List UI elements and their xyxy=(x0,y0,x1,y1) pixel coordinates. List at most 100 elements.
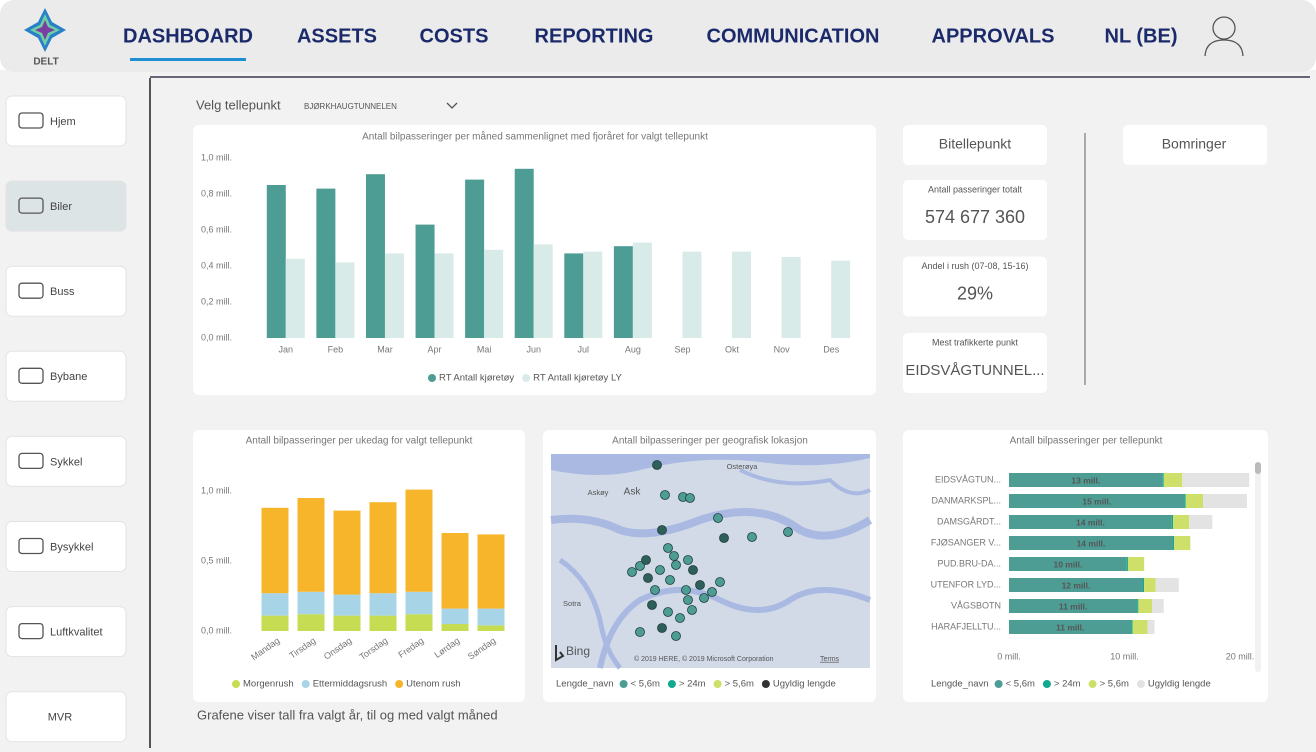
dropdown-chevron[interactable] xyxy=(446,102,458,109)
map-point[interactable] xyxy=(657,623,667,633)
bar-segment xyxy=(297,591,325,615)
map-point[interactable] xyxy=(688,565,698,575)
map-point[interactable] xyxy=(657,525,667,535)
map-point[interactable] xyxy=(683,595,693,605)
map-point[interactable] xyxy=(681,585,691,595)
map-point[interactable] xyxy=(635,561,645,571)
map-terms[interactable]: Terms xyxy=(820,656,840,663)
map-point[interactable] xyxy=(643,573,653,583)
data-label: 14 mill. xyxy=(1077,538,1106,548)
map-point[interactable] xyxy=(663,607,673,617)
sidebar-button[interactable] xyxy=(5,691,127,743)
map-point[interactable] xyxy=(699,593,709,603)
map-provider: Bing xyxy=(566,644,590,658)
legend-label: > 5,6m xyxy=(725,679,754,690)
toggle-label[interactable]: Bomringer xyxy=(1162,136,1227,152)
sidebar-button[interactable] xyxy=(5,265,127,317)
map-point[interactable] xyxy=(695,580,705,590)
header xyxy=(0,0,1316,72)
bar-segment xyxy=(1155,578,1179,592)
legend-marker xyxy=(1042,680,1051,688)
map-point[interactable] xyxy=(671,631,681,641)
nav-item[interactable]: COMMUNICATION xyxy=(707,25,880,47)
nav-item[interactable]: ASSETS xyxy=(297,25,377,47)
sidebar-label[interactable]: Biler xyxy=(50,201,72,213)
map-point[interactable] xyxy=(713,513,723,523)
map-point[interactable] xyxy=(647,600,657,610)
kpi-value: 29% xyxy=(957,283,993,303)
map-point[interactable] xyxy=(671,560,681,570)
bar-segment xyxy=(1173,515,1190,529)
legend-marker xyxy=(1088,680,1097,688)
map-point[interactable] xyxy=(650,585,660,595)
chart-title: Antall bilpasseringer per måned sammenli… xyxy=(362,131,708,143)
scrollbar[interactable] xyxy=(1255,462,1261,672)
map-copyright: © 2019 HERE, © 2019 Microsoft Corporatio… xyxy=(634,655,774,663)
map-point[interactable] xyxy=(627,567,637,577)
data-label: 11 mill. xyxy=(1056,622,1084,632)
sidebar-label[interactable]: Luftkvalitet xyxy=(50,627,103,639)
y-tick-label: 0,0 mill. xyxy=(201,332,232,342)
sidebar-label[interactable]: Bysykkel xyxy=(50,541,93,553)
sidebar-button[interactable] xyxy=(5,350,127,402)
bar-segment xyxy=(1142,578,1145,592)
bar-segment xyxy=(333,510,361,595)
map-point[interactable] xyxy=(719,533,729,543)
map-point[interactable] xyxy=(683,555,693,565)
dropdown-value[interactable]: BJØRKHAUGTUNNELEN xyxy=(304,102,397,111)
sidebar-button[interactable] xyxy=(5,606,127,658)
sidebar-label[interactable]: MVR xyxy=(48,712,73,724)
filter-label: Velg tellepunkt xyxy=(196,97,281,112)
x-tick-label: Okt xyxy=(725,344,740,354)
x-tick-label: 0 mill. xyxy=(997,651,1021,661)
bar-segment xyxy=(441,608,469,624)
bar-segment xyxy=(1138,599,1153,613)
bar-segment xyxy=(1126,557,1128,571)
legend-label: < 5,6m xyxy=(1006,679,1035,690)
nav-item[interactable]: REPORTING xyxy=(535,25,654,47)
data-label: 12 mill. xyxy=(1062,580,1091,590)
map-point[interactable] xyxy=(715,577,725,587)
bar-segment xyxy=(1152,599,1164,613)
x-tick-label: Mai xyxy=(477,344,492,354)
bar-segment xyxy=(1171,515,1174,529)
nav-item[interactable]: DASHBOARD xyxy=(123,25,253,47)
sidebar-button[interactable] xyxy=(5,435,127,487)
bar-segment xyxy=(1203,494,1247,508)
sidebar-label[interactable]: Hjem xyxy=(50,116,76,128)
map-point[interactable] xyxy=(783,527,793,537)
map-point[interactable] xyxy=(707,587,717,597)
dropdown[interactable] xyxy=(298,96,463,116)
map-point[interactable] xyxy=(665,575,675,585)
bar xyxy=(533,244,553,338)
sidebar-label[interactable]: Bybane xyxy=(50,371,87,383)
nav-item[interactable]: NL (BE) xyxy=(1105,25,1178,47)
nav-item[interactable]: APPROVALS xyxy=(932,25,1055,47)
y-tick-label: 0,6 mill. xyxy=(201,224,232,234)
toggle-label[interactable]: Bitellepunkt xyxy=(939,136,1011,152)
map-place: Osterøya xyxy=(727,462,759,471)
toggle-button[interactable] xyxy=(903,125,1047,165)
map-point[interactable] xyxy=(685,493,695,503)
nav-item[interactable]: COSTS xyxy=(420,25,489,47)
map-point[interactable] xyxy=(669,551,679,561)
map-point[interactable] xyxy=(660,490,670,500)
map-point[interactable] xyxy=(747,532,757,542)
map-point[interactable] xyxy=(655,565,665,575)
user-icon[interactable] xyxy=(1204,16,1244,57)
map-point[interactable] xyxy=(635,627,645,637)
bar-segment xyxy=(333,615,361,631)
sidebar-button[interactable] xyxy=(5,521,127,572)
sidebar-label[interactable]: Sykkel xyxy=(50,456,82,468)
sidebar-button[interactable] xyxy=(5,95,127,147)
map-point[interactable] xyxy=(641,555,651,565)
map-point[interactable] xyxy=(663,543,673,553)
toggle-button[interactable] xyxy=(1123,125,1267,165)
map-point[interactable] xyxy=(652,460,662,470)
legend-label: RT Antall kjøretøy xyxy=(439,373,514,384)
map-point[interactable] xyxy=(675,613,685,623)
sidebar-label[interactable]: Buss xyxy=(50,286,75,298)
scroll-thumb[interactable] xyxy=(1255,462,1261,474)
sidebar-button[interactable] xyxy=(5,180,127,232)
map-point[interactable] xyxy=(687,605,697,615)
